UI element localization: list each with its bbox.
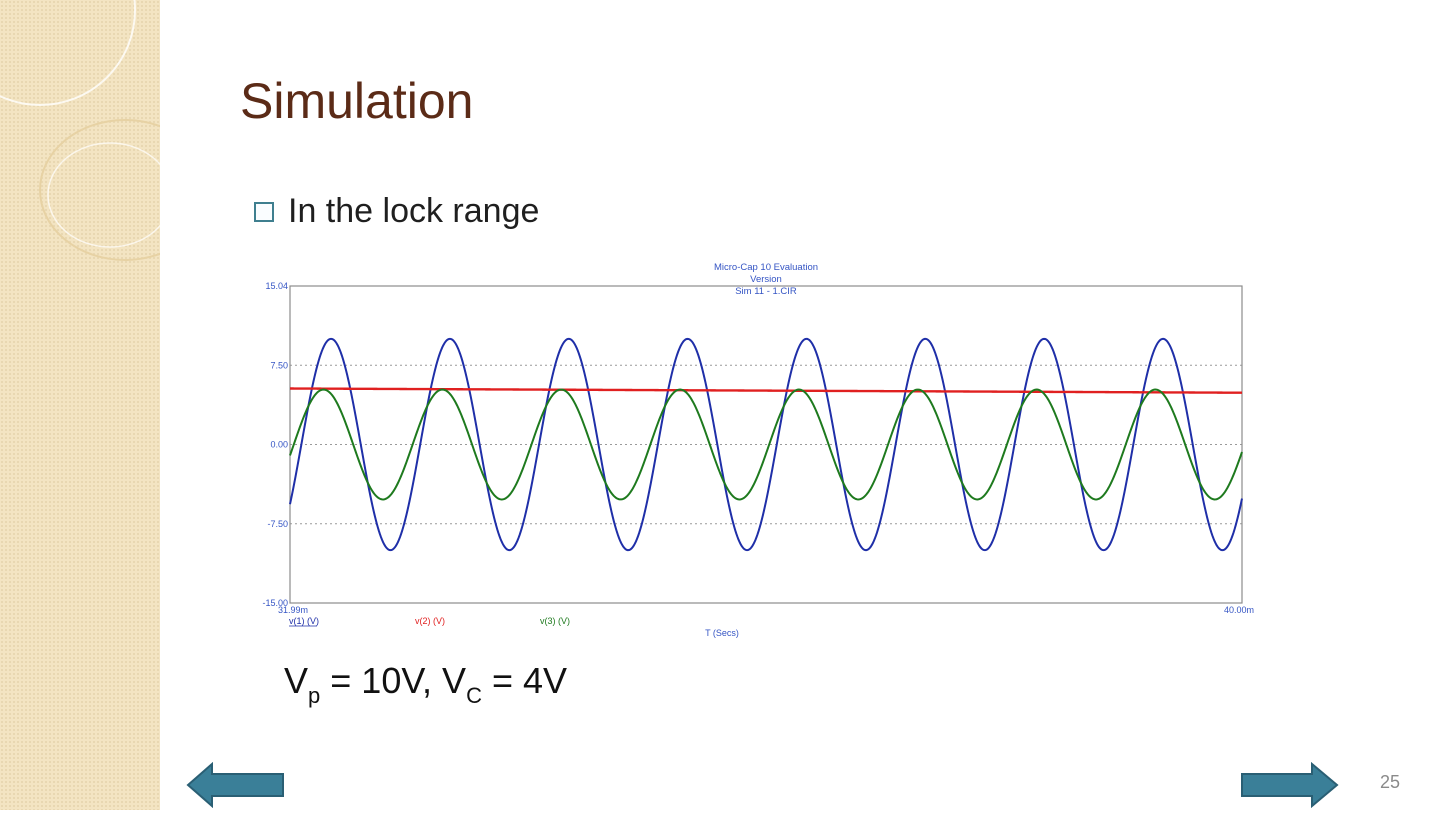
plot-header-line-2: Sim 11 - 1.CIR <box>735 286 797 297</box>
caption-v-p: V <box>284 660 309 701</box>
plot-header-line-1: Micro-Cap 10 Evaluation Version <box>713 262 819 285</box>
simulation-plot: -15.00 -7.50 0.00 7.50 15.04 31.99m 40.00m v(1)… <box>262 281 1254 638</box>
caption-mid: = 10V, V <box>320 660 467 701</box>
y-tick-label: -15.00 <box>262 598 288 608</box>
y-tick-label: 7.50 <box>270 360 288 370</box>
x-axis-label: T (Secs) <box>705 628 739 638</box>
caption-sub-c: C <box>466 683 482 708</box>
caption: Vp = 10V, VC = 4V <box>284 660 567 709</box>
plot-header: Micro-Cap 10 Evaluation Version Sim 11 -… <box>700 262 832 298</box>
arrow-right-icon <box>1241 761 1339 809</box>
page-number: 25 <box>1380 772 1401 792</box>
x-tick-label-start: 31.99m <box>278 605 308 615</box>
legend-entry-2: v(2) (V) <box>415 616 445 626</box>
decorative-swirl-icon <box>0 0 160 261</box>
y-tick-label: 0.00 <box>270 440 288 450</box>
plot-frame <box>289 285 1243 604</box>
slide-title: Simulation <box>240 73 474 129</box>
y-tick-label: -7.50 <box>267 519 288 529</box>
square-bullet-icon <box>254 201 274 222</box>
series-line-1 <box>289 337 1243 552</box>
next-slide-button[interactable] <box>1240 761 1340 813</box>
arrow-left-icon <box>186 761 284 809</box>
x-tick-label-end: 40.00m <box>1224 605 1254 615</box>
legend-entry-3: v(3) (V) <box>540 616 570 626</box>
previous-slide-button[interactable] <box>186 761 286 813</box>
series-line-3 <box>289 388 1243 501</box>
series-line-2 <box>290 387 1242 394</box>
y-tick-label: 15.04 <box>265 281 288 291</box>
caption-sub-p: p <box>308 683 321 708</box>
decorative-side-band <box>0 0 160 810</box>
bullet-item: In the lock range <box>254 192 539 231</box>
bullet-text: In the lock range <box>288 192 540 230</box>
caption-end: = 4V <box>481 660 568 701</box>
legend-entry-1: v(1) (V) <box>289 616 319 626</box>
